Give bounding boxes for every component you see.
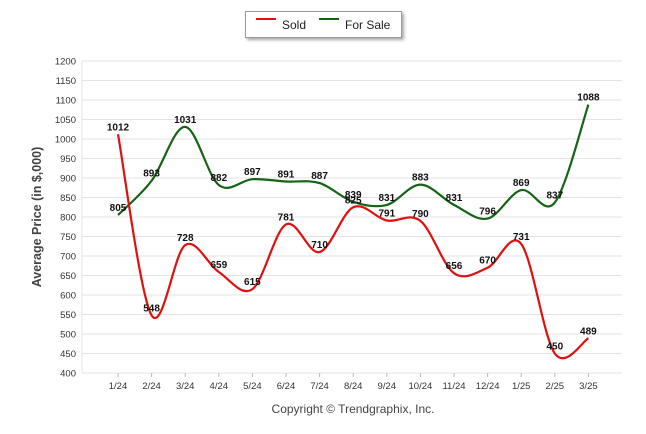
x-tick-label: 7/24 [310, 381, 329, 392]
x-tick-label: 2/24 [142, 381, 161, 392]
data-label-sold: 710 [311, 240, 328, 251]
data-label-for-sale: 869 [513, 178, 530, 189]
series-line-sold [116, 134, 590, 360]
data-label-for-sale: 882 [210, 173, 227, 184]
data-label-for-sale: 796 [479, 207, 496, 218]
data-label-sold: 489 [580, 326, 597, 337]
copyright-footer: Copyright © Trendgraphix, Inc. [271, 402, 435, 416]
y-tick-label: 1150 [56, 76, 76, 87]
data-label-for-sale: 893 [143, 169, 160, 180]
x-tick-label: 1/24 [109, 381, 128, 392]
data-label-sold: 1012 [107, 122, 130, 133]
x-tick-label: 9/24 [378, 381, 397, 392]
series-line-for-sale [117, 104, 590, 221]
data-label-for-sale: 831 [378, 193, 395, 204]
data-label-sold: 781 [278, 212, 295, 223]
data-label-sold: 790 [412, 209, 429, 220]
x-tick-label: 8/24 [344, 381, 363, 392]
chart-legend: Sold For Sale [245, 11, 402, 38]
data-label-for-sale: 1088 [577, 93, 600, 104]
y-tick-label: 800 [60, 213, 76, 224]
y-tick-label: 850 [60, 193, 76, 204]
x-tick-label: 3/25 [579, 381, 598, 392]
y-tick-label: 700 [60, 252, 76, 263]
y-tick-label: 1200 [55, 57, 76, 68]
y-tick-label: 550 [60, 310, 76, 321]
y-tick-label: 1050 [55, 115, 76, 126]
y-tick-label: 950 [60, 154, 76, 165]
x-tick-label: 1/25 [512, 381, 531, 392]
y-tick-label: 650 [60, 271, 76, 282]
data-label-for-sale: 883 [412, 173, 429, 184]
x-tick-label: 5/24 [243, 381, 262, 392]
y-tick-label: 1000 [55, 135, 76, 146]
data-label-sold: 825 [345, 195, 362, 206]
x-tick-label: 3/24 [176, 381, 195, 392]
data-label-for-sale: 897 [244, 167, 261, 178]
data-label-for-sale: 839 [345, 190, 362, 201]
y-tick-label: 900 [60, 174, 76, 185]
data-label-sold: 728 [177, 233, 194, 244]
y-tick-label: 450 [60, 349, 76, 360]
legend-swatch-sold [256, 18, 276, 20]
data-label-sold: 670 [479, 256, 496, 267]
data-label-for-sale: 837 [546, 191, 563, 202]
x-tick-label: 2/25 [546, 381, 565, 392]
data-label-sold: 791 [378, 209, 395, 220]
data-label-for-sale: 1031 [174, 115, 197, 126]
y-tick-label: 750 [60, 232, 76, 243]
data-label-sold: 656 [446, 261, 463, 272]
legend-swatch-for-sale [319, 18, 339, 20]
legend-label-sold: Sold [282, 18, 307, 32]
data-label-for-sale: 887 [311, 171, 328, 182]
x-tick-label: 6/24 [277, 381, 296, 392]
legend-label-for-sale: For Sale [345, 18, 391, 32]
data-label-sold: 615 [244, 277, 261, 288]
y-tick-label: 500 [60, 330, 76, 341]
x-tick-label: 11/24 [442, 381, 465, 392]
data-label-sold: 659 [210, 260, 227, 271]
data-label-sold: 731 [513, 232, 530, 243]
y-tick-label: 400 [60, 369, 76, 380]
x-tick-label: 12/24 [476, 381, 500, 392]
data-label-sold: 548 [143, 303, 160, 314]
data-label-sold: 450 [546, 342, 563, 353]
data-label-for-sale: 831 [446, 193, 463, 204]
x-tick-label: 4/24 [210, 381, 229, 392]
y-axis-title: Average Price (in $,000) [30, 147, 44, 288]
x-tick-label: 10/24 [409, 381, 433, 392]
y-tick-label: 600 [60, 291, 76, 302]
y-tick-label: 1100 [56, 96, 76, 107]
data-label-for-sale: 891 [278, 170, 295, 181]
data-label-for-sale: 805 [110, 203, 127, 214]
